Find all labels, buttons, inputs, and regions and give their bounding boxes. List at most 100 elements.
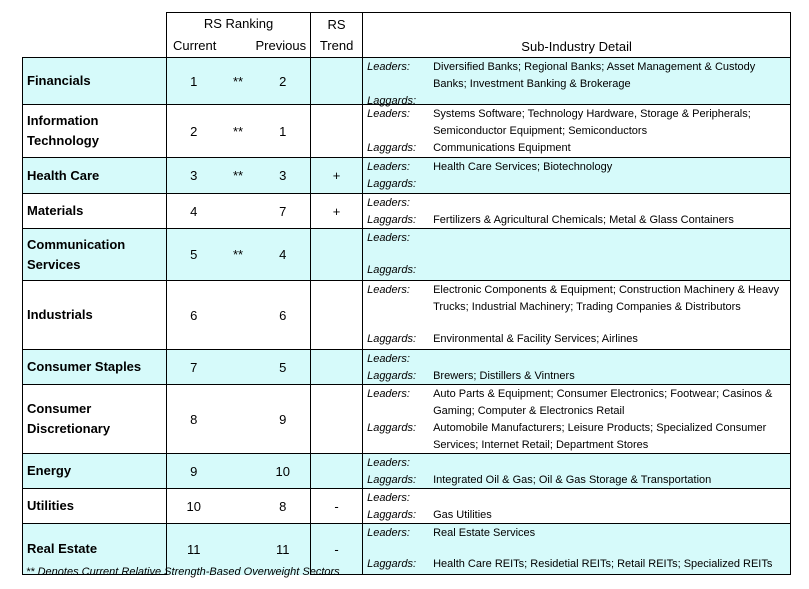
laggards-block: Laggards: (367, 176, 790, 193)
current-rank: 3 (166, 157, 221, 194)
laggards-text (433, 176, 785, 193)
rs-trend (310, 384, 364, 454)
rs-trend: - (310, 523, 364, 575)
laggards-label: Laggards: (367, 474, 417, 486)
laggards-label: Laggards: (367, 422, 417, 434)
detail-wrap: Leaders: Diversified Banks; Regional Bank… (363, 58, 790, 107)
header-detail: Sub-Industry Detail (362, 12, 792, 58)
laggards-block: Laggards: (367, 93, 790, 110)
leaders-block: Leaders: (367, 455, 790, 472)
laggards-text (433, 262, 785, 279)
overweight-marker (220, 453, 256, 489)
sector: Materials (22, 193, 167, 229)
laggards-block: Laggards: Automobile Manufacturers; Leisu… (367, 420, 790, 454)
rs-trend (310, 453, 364, 489)
leaders-text: Real Estate Services (433, 527, 536, 539)
previous-rank: 10 (255, 453, 312, 489)
previous-rank: 9 (255, 384, 312, 454)
laggards-text: Brewers; Distillers & Vintners (433, 370, 575, 382)
laggards-label: Laggards: (367, 142, 417, 154)
detail-wrap: Leaders: Real Estate Services Laggards: Hea… (363, 524, 790, 574)
leaders-block: Leaders: (367, 230, 790, 247)
table-row: Communication Services 5 ** 4 Leaders: Laggar… (22, 228, 792, 281)
previous-rank: 6 (255, 280, 312, 350)
leaders-label: Leaders: (367, 108, 410, 120)
leaders-block: Leaders: (367, 195, 790, 212)
leaders-label: Leaders: (367, 284, 410, 296)
table-row: Financials 1 ** 2 Leaders: Diversified Banks;… (22, 57, 792, 107)
table-row: Consumer Discretionary 8 9 Leaders: Auto Par… (22, 384, 792, 454)
laggards-block: Laggards: Fertilizers & Agricultural Chem… (367, 212, 790, 229)
leaders-block: Leaders: Diversified Banks; Regional Bank… (367, 59, 790, 93)
detail-wrap: Leaders: Laggards: Integrated Oil & Gas; O… (363, 454, 790, 488)
detail-wrap: Leaders: Health Care Services; Biotechnol… (363, 158, 790, 193)
leaders-label: Leaders: (367, 457, 410, 469)
laggards-label: Laggards: (367, 95, 417, 107)
leaders-label: Leaders: (367, 527, 410, 539)
detail-wrap: Leaders: Laggards: Gas Utilities (363, 489, 790, 523)
ranking-table: RS Ranking RS Trend Sub-Industry Detail … (22, 12, 792, 575)
current-rank: 2 (166, 104, 221, 158)
header-trend: RS Trend (310, 12, 363, 58)
sub-industry-detail: Leaders: Laggards: (362, 228, 792, 281)
rs-trend (310, 57, 364, 105)
leaders-block: Leaders: (367, 351, 790, 368)
laggards-block: Laggards: (367, 262, 790, 279)
laggards-text: Integrated Oil & Gas; Oil & Gas Storage … (433, 474, 712, 486)
overweight-marker (220, 280, 256, 350)
detail-wrap: Leaders: Auto Parts & Equipment; Consumer… (363, 385, 790, 453)
sector: Financials (22, 57, 167, 105)
sub-industry-detail: Leaders: Laggards: Fertilizers & Agricultu… (362, 193, 792, 229)
sector: Real Estate (22, 523, 167, 575)
current-rank: 11 (166, 523, 221, 575)
table-row: Health Care 3 ** 3 + Leaders: Health Care Serv… (22, 157, 792, 194)
detail-wrap: Leaders: Laggards: Brewers; Distillers & V… (363, 350, 790, 384)
rs-trend: + (310, 157, 364, 194)
leaders-text (433, 195, 785, 212)
leaders-text (433, 455, 785, 472)
laggards-label: Laggards: (367, 333, 417, 345)
sub-industry-detail: Leaders: Systems Software; Technology Har… (362, 104, 792, 158)
sub-industry-detail: Leaders: Diversified Banks; Regional Bank… (362, 57, 792, 107)
rs-trend (310, 228, 364, 281)
laggards-block: Laggards: Brewers; Distillers & Vintners (367, 368, 790, 385)
table-row: Industrials 6 6 Leaders: Electronic Componen… (22, 280, 792, 350)
detail-wrap: Leaders: Electronic Components & Equipmen… (363, 281, 790, 349)
leaders-text: Electronic Components & Equipment; Const… (433, 284, 780, 313)
laggards-block: Laggards: Communications Equipment (367, 140, 790, 157)
laggards-text: Automobile Manufacturers; Leisure Produc… (433, 422, 767, 451)
table-row: Energy 9 10 Leaders: Laggards: Integrated Oil… (22, 453, 792, 489)
leaders-label: Leaders: (367, 197, 410, 209)
laggards-block: Laggards: Gas Utilities (367, 507, 790, 524)
laggards-label: Laggards: (367, 178, 417, 190)
previous-rank: 11 (255, 523, 312, 575)
leaders-block: Leaders: Real Estate Services (367, 525, 790, 542)
previous-rank: 2 (255, 57, 312, 105)
overweight-marker (220, 349, 256, 385)
laggards-text: Health Care REITs; Residetial REITs; Ret… (433, 558, 773, 570)
rs-trend (310, 280, 364, 350)
header-row: RS Ranking RS Trend Sub-Industry Detail (23, 12, 792, 58)
sector: Communication Services (22, 228, 167, 281)
leaders-label: Leaders: (367, 388, 410, 400)
overweight-marker: ** (220, 104, 256, 158)
laggards-label: Laggards: (367, 264, 417, 276)
leaders-block: Leaders: Systems Software; Technology Har… (367, 106, 790, 140)
rs-trend: + (310, 193, 364, 229)
laggards-text: Communications Equipment (433, 142, 571, 154)
footnote: ** Denotes Current Relative Strength-Bas… (26, 566, 340, 578)
table-row: Materials 4 7 + Leaders: Laggards: Fertilizers… (22, 193, 792, 229)
current-rank: 1 (166, 57, 221, 105)
current-rank: 9 (166, 453, 221, 489)
laggards-label: Laggards: (367, 509, 417, 521)
detail-wrap: Leaders: Systems Software; Technology Har… (363, 105, 790, 157)
leaders-block: Leaders: (367, 490, 790, 507)
sector: Energy (22, 453, 167, 489)
overweight-marker (220, 523, 256, 575)
current-rank: 10 (166, 488, 221, 524)
header-row: Current Previous (23, 34, 791, 58)
sub-industry-detail: Leaders: Electronic Components & Equipmen… (362, 280, 792, 350)
rs-trend: - (310, 488, 364, 524)
leaders-label: Leaders: (367, 232, 410, 244)
leaders-text: Health Care Services; Biotechnology (433, 161, 613, 173)
